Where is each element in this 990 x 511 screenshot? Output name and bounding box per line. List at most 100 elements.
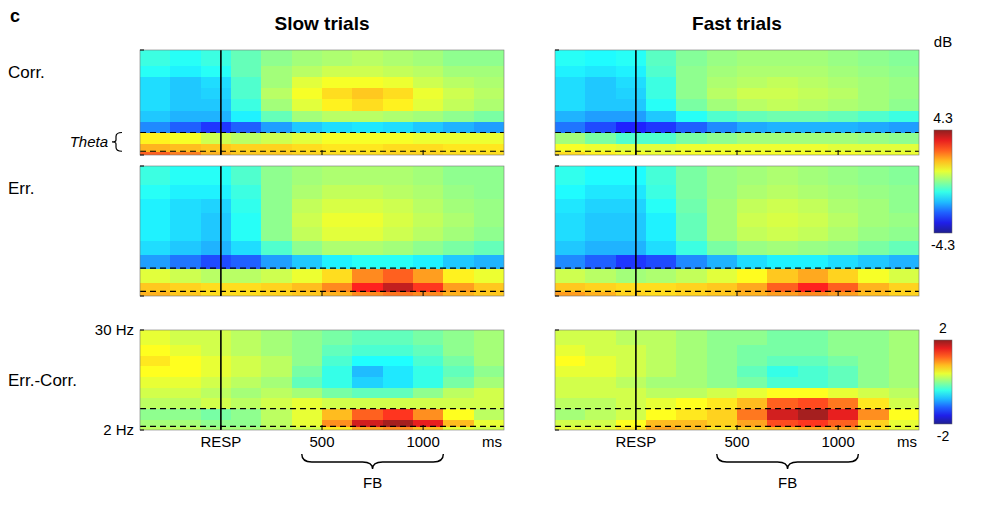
cell xyxy=(383,166,414,185)
colorbar-tick-label: -4.3 xyxy=(931,237,955,253)
cell xyxy=(383,110,414,122)
cell xyxy=(767,185,798,200)
cell xyxy=(352,387,383,398)
cell xyxy=(707,240,738,255)
cell xyxy=(585,387,616,398)
row-label: Err.-Corr. xyxy=(8,371,77,390)
cell xyxy=(858,282,889,292)
cell xyxy=(261,199,292,214)
cell xyxy=(140,99,171,111)
cell xyxy=(889,387,919,398)
cell xyxy=(555,110,586,122)
cell xyxy=(585,212,616,227)
cell xyxy=(555,88,586,100)
cell xyxy=(383,282,414,292)
cell xyxy=(322,344,353,355)
cell xyxy=(828,366,859,377)
cell xyxy=(413,268,444,283)
cell xyxy=(707,398,738,409)
y-tick xyxy=(555,50,559,51)
cell xyxy=(676,133,707,145)
cell xyxy=(443,185,474,200)
cell xyxy=(231,268,262,283)
frame xyxy=(140,330,504,430)
cell xyxy=(443,366,474,377)
cell xyxy=(858,419,889,427)
cell xyxy=(352,226,383,241)
cell xyxy=(828,419,859,427)
cell xyxy=(201,185,232,200)
cell xyxy=(170,110,201,122)
cell xyxy=(443,144,474,152)
cell xyxy=(413,166,444,185)
cell xyxy=(292,121,323,133)
cell xyxy=(707,366,738,377)
cell xyxy=(616,121,647,133)
cell xyxy=(322,291,353,296)
cell xyxy=(616,50,647,66)
cell xyxy=(555,65,586,77)
cell xyxy=(443,212,474,227)
cell xyxy=(201,409,232,420)
cell xyxy=(413,88,444,100)
cell xyxy=(201,212,232,227)
cell xyxy=(292,133,323,145)
cells xyxy=(555,50,919,155)
cell xyxy=(737,212,768,227)
cell xyxy=(140,76,171,88)
cell xyxy=(889,110,919,122)
cell xyxy=(292,50,323,66)
cell xyxy=(828,166,859,185)
cells xyxy=(555,330,919,430)
y-tick xyxy=(555,155,559,156)
cell xyxy=(555,355,586,366)
cell xyxy=(646,144,677,152)
cell xyxy=(292,409,323,420)
x-tick xyxy=(737,425,738,430)
cell xyxy=(443,166,474,185)
x-tick xyxy=(220,425,221,430)
cell xyxy=(828,199,859,214)
cell xyxy=(585,144,616,152)
cell xyxy=(474,212,504,227)
cell xyxy=(352,398,383,409)
x-tick xyxy=(737,291,738,296)
cell xyxy=(413,226,444,241)
figure: cSlow trialsFast trialsCorr.Err.Err.-Cor… xyxy=(0,0,990,511)
cell xyxy=(292,254,323,269)
cell xyxy=(322,144,353,152)
cell xyxy=(261,366,292,377)
cells xyxy=(140,330,504,430)
cell xyxy=(474,99,504,111)
theta-line xyxy=(140,268,504,269)
x-tick xyxy=(635,150,636,155)
cell xyxy=(585,88,616,100)
cell xyxy=(474,50,504,66)
x-tick xyxy=(220,291,221,296)
row-label: Corr. xyxy=(8,63,45,82)
cell xyxy=(292,199,323,214)
cell xyxy=(737,50,768,66)
cell xyxy=(585,65,616,77)
cell xyxy=(352,110,383,122)
cell xyxy=(474,226,504,241)
cell xyxy=(261,282,292,292)
cell xyxy=(858,387,889,398)
cell xyxy=(555,50,586,66)
cell xyxy=(140,133,171,145)
cell xyxy=(555,330,586,345)
cell xyxy=(443,291,474,296)
cell xyxy=(322,185,353,200)
cell xyxy=(646,387,677,398)
cell xyxy=(767,133,798,145)
cell xyxy=(889,254,919,269)
x-tick xyxy=(423,425,424,430)
cell xyxy=(828,409,859,420)
cell xyxy=(889,291,919,296)
cell xyxy=(767,376,798,387)
cell xyxy=(555,254,586,269)
cell xyxy=(798,133,829,145)
cell xyxy=(443,376,474,387)
cell xyxy=(707,376,738,387)
cell xyxy=(646,409,677,420)
